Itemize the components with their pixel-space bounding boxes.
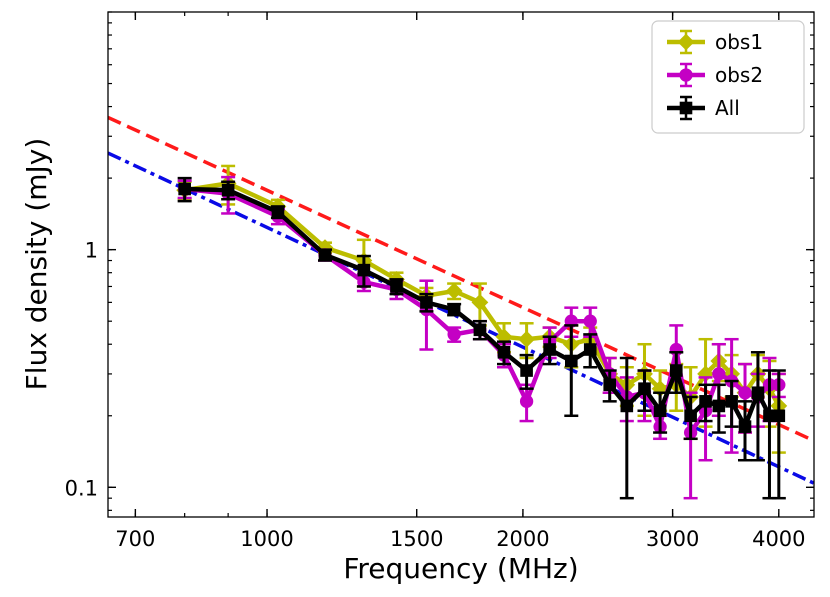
data-point <box>178 182 191 196</box>
data-point <box>669 364 683 377</box>
plot-frame <box>107 11 815 518</box>
legend-marker <box>679 101 693 115</box>
data-point <box>751 386 765 400</box>
data-point <box>271 205 285 219</box>
legend-label: obs1 <box>715 30 763 54</box>
y-axis-title: Flux density (mJy) <box>20 138 53 391</box>
x-tick-label: 3000 <box>646 527 699 551</box>
x-tick-label: 1500 <box>390 527 443 551</box>
data-point <box>699 395 712 408</box>
error-bar <box>750 351 765 462</box>
data-point <box>473 323 487 337</box>
data-point <box>357 263 371 277</box>
data-point <box>447 327 461 342</box>
data-point <box>583 314 597 328</box>
data-point <box>497 345 511 359</box>
data-point <box>520 364 533 377</box>
x-tick-label: 700 <box>115 527 155 551</box>
data-point <box>712 399 726 413</box>
legend-label: obs2 <box>715 63 763 87</box>
y-tick-label: 1 <box>85 239 98 263</box>
legend-label: All <box>715 96 740 120</box>
data-series <box>176 164 788 500</box>
data-point <box>684 409 697 423</box>
data-point <box>653 404 667 418</box>
data-point <box>445 282 463 300</box>
data-point <box>390 280 403 293</box>
y-axis: 0.11 <box>65 11 814 511</box>
data-point <box>603 378 617 392</box>
data-point <box>519 394 534 408</box>
legend-marker <box>679 68 693 82</box>
x-tick-label: 4000 <box>752 527 805 551</box>
data-point <box>447 303 461 316</box>
y-tick-label: 0.1 <box>65 476 98 500</box>
legend-item-obs2: obs2 <box>667 62 763 88</box>
data-point <box>318 248 332 262</box>
data-point <box>221 183 235 197</box>
fit-line-red-dashed <box>108 115 814 443</box>
data-point <box>738 420 752 433</box>
x-axis-title: Frequency (MHz) <box>343 552 578 585</box>
data-point <box>772 409 786 423</box>
error-bar <box>619 356 634 500</box>
x-tick-label: 2000 <box>496 527 549 551</box>
legend-marker <box>677 33 695 51</box>
error-bar <box>771 369 786 500</box>
legend-item-All: All <box>667 95 740 121</box>
x-axis: 700 1000 1500 2000 3000 4000 <box>115 12 806 551</box>
data-point <box>564 354 578 368</box>
data-point <box>725 395 738 408</box>
data-point <box>518 330 535 348</box>
data-point <box>638 382 651 395</box>
legend: obs1 obs2 All <box>651 20 805 134</box>
data-point <box>712 367 726 381</box>
fit-line-blue-dashdot <box>108 151 814 485</box>
x-tick-label: 1000 <box>240 527 293 551</box>
data-point <box>420 296 433 309</box>
data-point <box>543 343 556 356</box>
data-point <box>583 343 597 356</box>
data-point <box>620 399 634 413</box>
legend-item-obs1: obs1 <box>667 29 763 55</box>
data-point <box>471 293 489 311</box>
error-bar <box>564 324 579 418</box>
series-All <box>177 176 786 500</box>
fit-lines <box>108 115 814 485</box>
series-obs2 <box>177 175 786 500</box>
data-point <box>738 386 752 400</box>
